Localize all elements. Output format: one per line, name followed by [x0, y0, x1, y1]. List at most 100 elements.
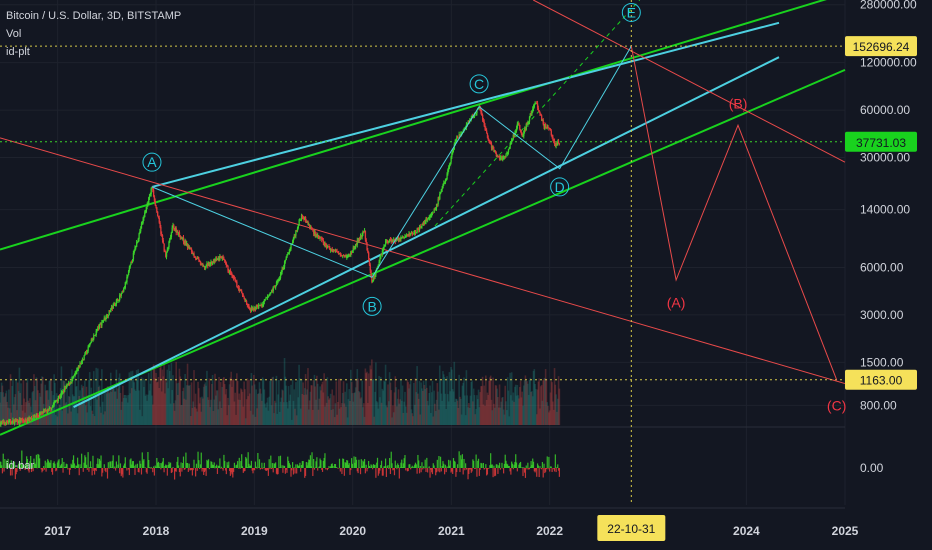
- id-bar-histogram-bar: [89, 461, 92, 468]
- id-bar-histogram-bar: [325, 468, 327, 470]
- candle-body: [300, 215, 303, 220]
- id-bar-histogram-bar: [557, 468, 560, 471]
- candle-body: [504, 156, 506, 158]
- volume-bar: [343, 403, 346, 425]
- volume-bar: [485, 375, 487, 425]
- volume-bar: [413, 404, 416, 425]
- volume-bar: [194, 393, 197, 425]
- volume-bar: [200, 411, 203, 425]
- id-bar-histogram-bar: [175, 468, 177, 472]
- volume-bar: [254, 416, 257, 425]
- id-bar-histogram-bar: [161, 463, 163, 468]
- id-bar-histogram-bar: [452, 458, 455, 468]
- id-bar-histogram-bar: [108, 468, 110, 469]
- candle-body: [449, 162, 451, 165]
- price-axis[interactable]: 280000.00120000.0060000.0030000.0014000.…: [845, 0, 917, 475]
- id-bar-histogram-bar: [46, 462, 48, 468]
- id-bar-histogram-bar: [119, 468, 121, 474]
- id-bar-histogram-bar: [106, 468, 109, 479]
- volume-bar: [382, 390, 384, 425]
- volume-bar: [256, 408, 258, 425]
- candle-body: [554, 144, 557, 146]
- candle-body: [521, 133, 523, 137]
- candle-body: [421, 223, 423, 227]
- id-bar-histogram-bar: [537, 465, 539, 468]
- volume-bar: [63, 380, 66, 425]
- volume-bar: [317, 409, 320, 425]
- candle-body: [271, 290, 273, 293]
- candle-body: [337, 251, 339, 254]
- volume-bar: [359, 398, 362, 425]
- candle-body: [475, 113, 477, 114]
- vol-indicator-label[interactable]: Vol: [6, 28, 22, 40]
- volume-bar: [7, 407, 9, 425]
- candle-body: [84, 354, 86, 356]
- volume-bar: [493, 403, 495, 425]
- volume-bar: [280, 397, 283, 425]
- volume-bar: [378, 375, 380, 425]
- id-bar-histogram-bar: [112, 455, 114, 468]
- candle-body: [43, 410, 46, 412]
- id-bar-histogram-bar: [354, 462, 356, 468]
- y-tick-label: 280000.00: [860, 0, 917, 12]
- id-bar-histogram-bar: [97, 458, 99, 468]
- candle-body: [18, 419, 21, 423]
- id-bar-histogram-bar: [260, 468, 262, 469]
- candle-body: [179, 235, 181, 239]
- candle-body: [119, 295, 122, 296]
- volume-bar: [22, 380, 25, 425]
- candle-body: [251, 307, 253, 309]
- id-bar-histogram-bar: [182, 463, 184, 468]
- candle-body: [48, 408, 51, 410]
- id-bar-histogram-bar: [140, 468, 143, 475]
- candle-body: [336, 251, 338, 253]
- candle-body: [405, 235, 407, 237]
- candle-body: [144, 211, 147, 213]
- id-bar-histogram-bar: [197, 451, 199, 468]
- candle-body: [286, 255, 288, 258]
- id-bar-histogram-bar: [266, 468, 268, 471]
- id-bar-histogram-bar: [266, 468, 269, 470]
- candle-body: [266, 297, 268, 299]
- x-tick-label: 2019: [241, 524, 268, 538]
- candle-body: [228, 270, 231, 272]
- volume-bar: [534, 383, 536, 425]
- volume-bar: [216, 390, 219, 425]
- candle-body: [323, 243, 325, 246]
- volume-bar: [29, 406, 32, 425]
- id-bar-histogram-bar: [245, 458, 248, 468]
- volume-bar: [467, 407, 469, 425]
- id-bar-histogram-bar: [293, 467, 295, 468]
- volume-bar: [105, 393, 108, 425]
- id-bar-histogram-bar: [444, 464, 447, 468]
- volume-bar: [307, 409, 310, 425]
- candle-body: [355, 243, 358, 245]
- id-bar-histogram-bar: [13, 465, 15, 468]
- volume-bar: [528, 379, 531, 425]
- id-bar-histogram-bar: [478, 468, 480, 476]
- id-bar-histogram-bar: [9, 465, 11, 468]
- candle-body: [321, 239, 324, 241]
- id-bar-histogram-bar: [17, 463, 20, 468]
- id-bar-histogram-bar: [180, 462, 182, 468]
- candle-body: [481, 115, 484, 120]
- id-bar-indicator-label[interactable]: id-bar: [6, 460, 35, 472]
- id-bar-histogram-bar: [114, 468, 117, 471]
- candle-body: [549, 128, 552, 131]
- candle-body: [358, 238, 360, 241]
- candle-body: [249, 309, 251, 310]
- date-marker-badge-bg: [597, 515, 666, 541]
- volume-bar: [232, 379, 235, 425]
- id-bar-histogram-bar: [439, 456, 442, 468]
- id-bar-histogram-bar: [74, 468, 76, 469]
- volume-bar: [59, 404, 61, 425]
- candle-body: [153, 196, 156, 201]
- id-bar-histogram-bar: [107, 462, 109, 468]
- id-bar-histogram-bar: [438, 455, 440, 468]
- candle-body: [255, 306, 257, 310]
- id-plt-indicator-label[interactable]: id-plt: [6, 46, 30, 58]
- volume-bar: [145, 394, 148, 425]
- candle-body: [105, 317, 107, 320]
